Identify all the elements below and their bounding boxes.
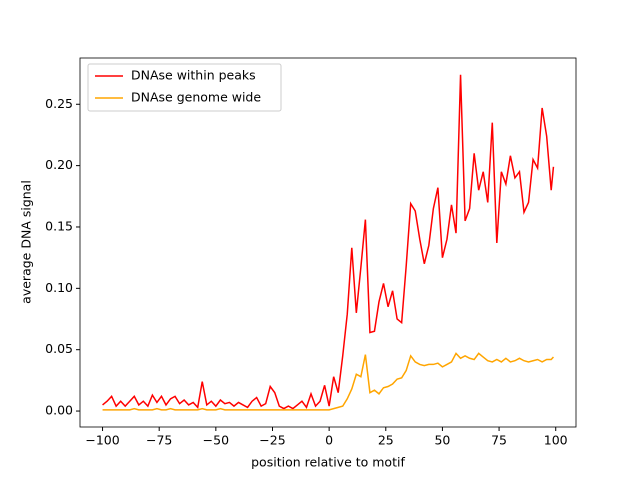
- legend-label: DNAse within peaks: [131, 68, 256, 83]
- x-tick-label: 100: [544, 433, 568, 448]
- x-tick-label: −100: [85, 433, 119, 448]
- x-axis-label: position relative to motif: [251, 455, 405, 470]
- y-tick-label: 0.10: [45, 280, 73, 295]
- x-tick-label: 50: [434, 433, 450, 448]
- y-axis-label: average DNA signal: [19, 180, 34, 304]
- y-tick-label: 0.20: [45, 157, 73, 172]
- legend-box: [87, 63, 282, 112]
- x-tick-label: −75: [146, 433, 172, 448]
- y-tick-label: 0.05: [45, 341, 73, 356]
- plot-frame: [79, 57, 577, 428]
- x-tick-label: 75: [491, 433, 507, 448]
- data-line: [102, 74, 555, 410]
- y-tick-label: 0.25: [45, 96, 73, 111]
- x-tick-label: 0: [325, 433, 333, 448]
- x-tick-label: −25: [259, 433, 285, 448]
- x-tick-label: 25: [378, 433, 394, 448]
- data-line: [102, 352, 555, 411]
- x-tick-label: −50: [203, 433, 229, 448]
- y-tick-label: 0.15: [45, 218, 73, 233]
- y-tick-label: 0.00: [45, 403, 73, 418]
- legend-label: DNAse genome wide: [131, 90, 261, 105]
